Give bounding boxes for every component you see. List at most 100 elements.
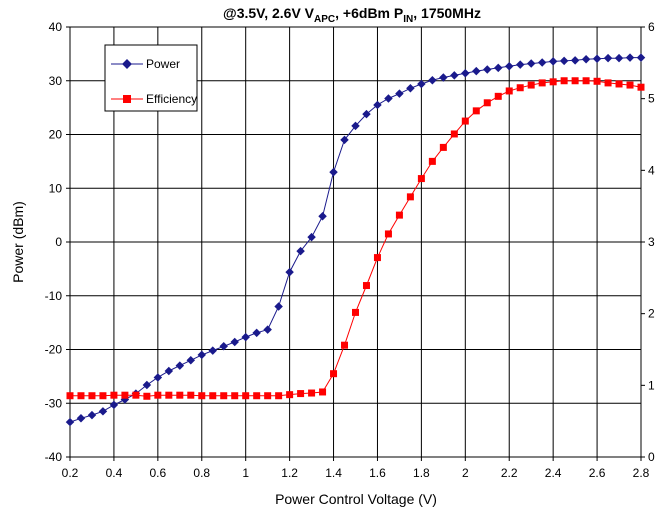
efficiency-point (494, 92, 502, 100)
power-point (450, 71, 459, 80)
right-tick-label: 5 (648, 92, 655, 106)
x-tick-label: 1.4 (325, 466, 342, 480)
right-tick-label: 4 (648, 163, 655, 177)
right-axis-ticks: 6 5 4 3 2 1 0 (641, 20, 655, 464)
efficiency-point (362, 282, 370, 290)
title-suffix: , 1750MHz (413, 5, 481, 21)
efficiency-point (198, 392, 206, 400)
legend-power-marker (122, 59, 132, 69)
legend-box (104, 44, 198, 112)
efficiency-point (154, 391, 162, 399)
efficiency-point (99, 392, 107, 400)
x-tick-label: 2.6 (589, 466, 606, 480)
efficiency-point (110, 391, 118, 399)
y-tick-label: -40 (45, 450, 63, 464)
efficiency-point (132, 391, 140, 399)
y-tick-label: 20 (49, 128, 63, 142)
power-point (241, 332, 250, 342)
efficiency-point (549, 78, 557, 86)
x-tick-label: 2.4 (545, 466, 562, 480)
efficiency-point (637, 83, 645, 91)
power-point (461, 68, 470, 78)
efficiency-point (406, 193, 414, 201)
power-point (142, 380, 152, 390)
efficiency-point (439, 143, 447, 151)
right-tick-label: 0 (648, 450, 655, 464)
power-point (296, 246, 305, 256)
efficiency-point (330, 370, 338, 378)
efficiency-point (187, 391, 195, 399)
power-point (252, 328, 261, 338)
efficiency-point (527, 81, 535, 89)
chart-title: @3.5V, 2.6V VAPC, +6dBm PIN, 1750MHz (223, 5, 481, 25)
right-tick-label: 6 (648, 20, 655, 34)
power-point (186, 356, 196, 365)
efficiency-point (264, 392, 272, 400)
y-tick-label: -30 (45, 396, 63, 410)
x-tick-label: 1.6 (369, 466, 386, 480)
efficiency-point (88, 392, 96, 400)
power-point (76, 414, 86, 423)
efficiency-point (220, 392, 228, 400)
x-tick-label: 1.8 (413, 466, 430, 480)
power-point (362, 109, 371, 119)
gridlines (70, 27, 641, 457)
efficiency-point (604, 79, 612, 87)
power-point (175, 361, 185, 370)
efficiency-point (209, 392, 217, 400)
efficiency-point (77, 392, 85, 400)
efficiency-point (231, 392, 239, 400)
efficiency-point (626, 81, 634, 89)
efficiency-point (472, 107, 480, 115)
power-point (98, 407, 108, 416)
power-point (153, 373, 163, 382)
x-tick-label: 0.6 (150, 466, 167, 480)
efficiency-point (242, 392, 250, 400)
power-point (406, 84, 415, 93)
efficiency-point (461, 117, 469, 125)
power-point (329, 167, 338, 177)
power-point (263, 325, 272, 334)
efficiency-point (395, 211, 403, 219)
y-tick-label: 10 (49, 181, 63, 195)
title-sub-in: IN (403, 14, 413, 25)
power-point (164, 366, 174, 376)
x-tick-label: 1 (242, 466, 249, 480)
power-point (274, 302, 283, 311)
legend-efficiency-marker (123, 95, 131, 103)
efficiency-point (571, 77, 579, 85)
power-point (494, 63, 503, 73)
efficiency-point (319, 388, 327, 396)
title-mid: , +6dBm P (335, 5, 403, 21)
power-point (395, 89, 404, 98)
efficiency-point (275, 392, 283, 400)
power-point (472, 66, 481, 76)
efficiency-point (176, 391, 184, 399)
power-point (351, 121, 360, 131)
efficiency-point (560, 77, 568, 85)
efficiency-point (582, 77, 590, 85)
y-tick-label: -20 (45, 343, 63, 357)
efficiency-point (143, 392, 151, 400)
x-tick-label: 2.8 (633, 466, 650, 480)
y-axis-label: Power (dBm) (10, 201, 26, 283)
power-point (384, 94, 393, 103)
power-point (208, 346, 217, 355)
power-point (373, 100, 382, 110)
efficiency-point (297, 390, 305, 398)
efficiency-point (516, 84, 524, 92)
efficiency-point (428, 157, 436, 165)
efficiency-point (308, 389, 316, 397)
efficiency-point (121, 391, 129, 399)
y-axis-ticks: -40 -30 -20 -10 0 10 20 30 40 (45, 20, 70, 464)
title-sub-apc: APC (314, 14, 335, 25)
power-point (307, 232, 316, 242)
y-tick-label: 30 (49, 74, 63, 88)
efficiency-point (165, 391, 173, 399)
y-tick-label: 40 (49, 20, 63, 34)
power-point (417, 79, 426, 89)
title-prefix: @3.5V, 2.6V V (223, 5, 315, 21)
power-point (439, 73, 448, 82)
power-point (428, 75, 437, 85)
